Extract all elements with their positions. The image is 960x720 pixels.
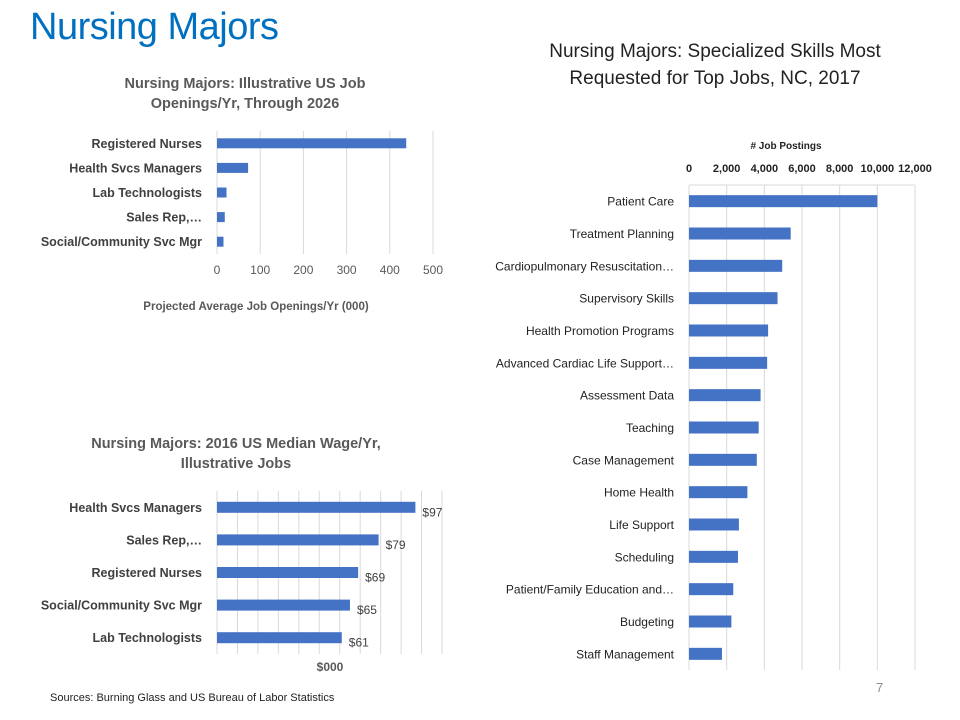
skills-tick-label: 6,000 <box>788 163 816 175</box>
openings-tick-label: 500 <box>423 263 443 277</box>
skills-bar <box>689 292 778 305</box>
wage-axis-title: $000 <box>317 660 344 674</box>
skills-category-label: Budgeting <box>620 615 674 629</box>
skills-bar <box>689 356 768 369</box>
skills-bar <box>689 453 757 466</box>
skills-tick-label: 8,000 <box>826 163 854 175</box>
skills-category-label: Life Support <box>609 518 674 532</box>
skills-bar <box>689 486 748 499</box>
wage-data-label: $69 <box>365 571 385 585</box>
openings-category-label: Sales Rep,… <box>126 211 202 225</box>
skills-tick-label: 0 <box>686 163 692 175</box>
wage-data-label: $65 <box>357 603 377 617</box>
skills-category-label: Supervisory Skills <box>579 292 674 306</box>
skills-category-label: Patient/Family Education and… <box>506 583 674 597</box>
skills-axis-title: # Job Postings <box>750 141 822 152</box>
wage-category-label: Lab Technologists <box>93 631 203 645</box>
wage-bar <box>217 632 342 644</box>
skills-category-label: Patient Care <box>607 195 674 209</box>
skills-category-label: Teaching <box>626 421 674 435</box>
skills-bar <box>689 550 738 563</box>
skills-category-label: Treatment Planning <box>570 227 674 241</box>
skills-bar <box>689 583 734 596</box>
chart-title-median-wage: Nursing Majors: 2016 US Median Wage/Yr, … <box>91 436 381 472</box>
wage-bar <box>217 599 350 611</box>
skills-category-label: Advanced Cardiac Life Support… <box>496 356 674 370</box>
openings-bar <box>217 212 225 223</box>
openings-category-label: Social/Community Svc Mgr <box>41 235 202 249</box>
skills-bar <box>689 324 769 337</box>
skills-tick-label: 4,000 <box>751 163 779 175</box>
skills-tick-label: 2,000 <box>713 163 741 175</box>
skills-bar <box>689 421 759 434</box>
openings-category-label: Health Svcs Managers <box>69 161 202 175</box>
skills-category-label: Health Promotion Programs <box>526 324 674 338</box>
wage-category-label: Registered Nurses <box>92 566 203 580</box>
openings-tick-label: 300 <box>337 263 357 277</box>
slide-title: Nursing Majors <box>30 6 279 48</box>
skills-bar <box>689 647 722 660</box>
wage-data-label: $61 <box>349 636 369 650</box>
wage-category-label: Health Svcs Managers <box>69 501 202 515</box>
skills-bar <box>689 518 739 531</box>
chart-title-job-openings: Nursing Majors: Illustrative US Job Open… <box>124 76 366 112</box>
skills-category-label: Assessment Data <box>580 389 674 403</box>
skills-bar <box>689 389 761 402</box>
skills-tick-label: 12,000 <box>898 163 932 175</box>
skills-category-label: Cardiopulmonary Resuscitation… <box>495 259 674 273</box>
openings-category-label: Lab Technologists <box>93 186 203 200</box>
wage-bar <box>217 501 416 513</box>
skills-bar <box>689 227 791 240</box>
skills-bar <box>689 195 878 208</box>
skills-category-label: Home Health <box>604 486 674 500</box>
openings-bar <box>217 187 227 198</box>
wage-category-label: Social/Community Svc Mgr <box>41 599 202 613</box>
wage-bar <box>217 567 359 578</box>
openings-tick-label: 400 <box>380 263 400 277</box>
skills-category-label: Case Management <box>573 453 675 467</box>
openings-tick-label: 100 <box>250 263 270 277</box>
openings-axis-title: Projected Average Job Openings/Yr (000) <box>143 301 369 313</box>
wage-data-label: $97 <box>422 505 442 519</box>
openings-bar <box>217 138 407 149</box>
skills-tick-label: 10,000 <box>861 163 895 175</box>
openings-tick-label: 0 <box>214 263 221 277</box>
sources-note: Sources: Burning Glass and US Bureau of … <box>50 692 335 704</box>
openings-tick-label: 200 <box>293 263 313 277</box>
wage-data-label: $79 <box>386 538 406 552</box>
wage-bar <box>217 534 379 546</box>
skills-category-label: Staff Management <box>576 647 675 661</box>
skills-bar <box>689 615 732 628</box>
skills-category-label: Scheduling <box>615 550 674 564</box>
openings-bar <box>217 162 249 173</box>
page-number: 7 <box>876 680 884 695</box>
openings-category-label: Registered Nurses <box>92 137 203 151</box>
wage-category-label: Sales Rep,… <box>126 533 202 547</box>
openings-bar <box>217 236 224 247</box>
chart-title-specialized-skills: Nursing Majors: Specialized Skills Most … <box>549 41 881 89</box>
skills-bar <box>689 259 783 272</box>
